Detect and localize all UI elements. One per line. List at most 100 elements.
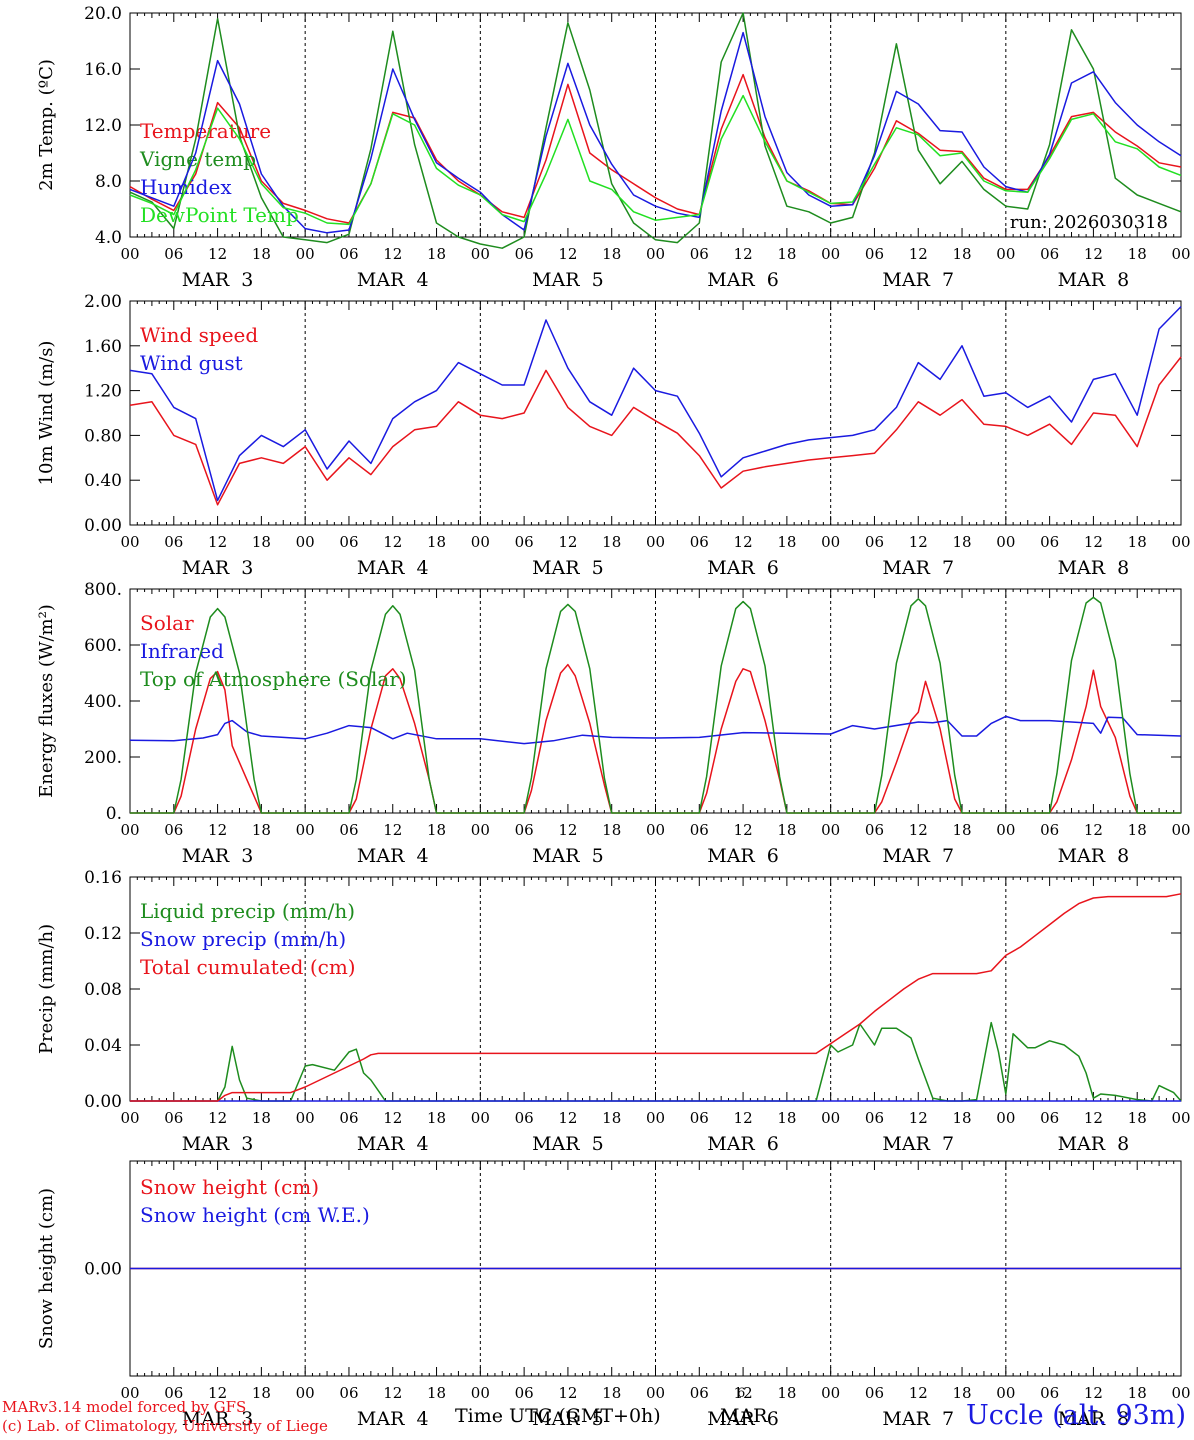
y-tick-label: 600. xyxy=(84,636,122,656)
hour-label: 18 xyxy=(952,1109,971,1127)
day-label: MAR 5 xyxy=(532,269,604,291)
hour-label: 00 xyxy=(646,533,665,551)
day-label: MAR 6 xyxy=(707,269,779,291)
day-label: MAR 4 xyxy=(357,557,429,579)
hour-label: 18 xyxy=(1128,1109,1147,1127)
legend-entry: Infrared xyxy=(140,639,224,663)
hour-label: 00 xyxy=(821,533,840,551)
day-label: MAR 5 xyxy=(532,1133,604,1155)
legend-entry: Humidex xyxy=(140,175,232,199)
hour-label: 12 xyxy=(558,1109,577,1127)
hour-label: 06 xyxy=(690,821,709,839)
hour-label: 06 xyxy=(515,245,534,263)
hour-label: 00 xyxy=(471,1384,490,1402)
hour-label: 18 xyxy=(252,533,271,551)
hour-label: 18 xyxy=(1128,1384,1147,1402)
y-tick-label: 0.00 xyxy=(84,1092,122,1112)
series-line xyxy=(129,31,1182,234)
day-label: MAR 8 xyxy=(1058,845,1130,867)
hour-label: 00 xyxy=(471,533,490,551)
y-tick-label: 0.12 xyxy=(84,924,122,944)
hour-label: 00 xyxy=(996,1384,1015,1402)
hour-label: 00 xyxy=(296,1109,315,1127)
hour-label: 06 xyxy=(339,1109,358,1127)
legend-entry: Snow precip (mm/h) xyxy=(140,927,346,951)
model-line: MARv3.14 model forced by GFS xyxy=(2,1398,247,1416)
hour-label: 12 xyxy=(208,1109,227,1127)
day-label: MAR 7 xyxy=(882,1133,954,1155)
hour-label: 00 xyxy=(296,1384,315,1402)
hour-label: 06 xyxy=(164,821,183,839)
day-label: MAR 6 xyxy=(707,845,779,867)
day-label: MAR 8 xyxy=(1058,269,1130,291)
hour-label: 12 xyxy=(1084,245,1103,263)
hour-label: 00 xyxy=(646,245,665,263)
legend-entry: Wind speed xyxy=(140,323,258,347)
hour-label: 12 xyxy=(734,821,753,839)
hour-label: 18 xyxy=(252,1109,271,1127)
hour-label: 12 xyxy=(1084,533,1103,551)
hour-label: 00 xyxy=(821,821,840,839)
hour-label: 06 xyxy=(164,1109,183,1127)
hour-label: 18 xyxy=(1128,533,1147,551)
hour-label: 00 xyxy=(1171,1109,1190,1127)
hour-label: 00 xyxy=(296,821,315,839)
hour-label: 18 xyxy=(252,245,271,263)
series-line xyxy=(129,94,1182,226)
day-label: MAR 8 xyxy=(1058,1408,1130,1430)
day-label: MAR 6 xyxy=(707,1133,779,1155)
hour-label: 18 xyxy=(952,245,971,263)
hour-label: 00 xyxy=(996,1109,1015,1127)
day-label: MAR 7 xyxy=(882,845,954,867)
hour-label: 18 xyxy=(427,1109,446,1127)
hour-label: 18 xyxy=(427,533,446,551)
hour-label: 12 xyxy=(383,821,402,839)
hour-label: 06 xyxy=(164,245,183,263)
y-tick-label: 0.08 xyxy=(84,980,122,1000)
hour-label: 18 xyxy=(252,1384,271,1402)
hour-label: 12 xyxy=(558,1384,577,1402)
legend-entry: Solar xyxy=(140,611,194,635)
day-label: MAR 5 xyxy=(532,1408,604,1430)
day-label: MAR 8 xyxy=(1058,1133,1130,1155)
y-tick-label: 0.00 xyxy=(84,516,122,536)
hour-label: 12 xyxy=(909,245,928,263)
day-label: MAR 3 xyxy=(182,1133,254,1155)
y-axis-label: 10m Wind (m/s) xyxy=(36,341,57,486)
legend-entry: Liquid precip (mm/h) xyxy=(140,899,355,923)
hour-label: 06 xyxy=(865,1384,884,1402)
hour-label: 12 xyxy=(383,245,402,263)
hour-label: 18 xyxy=(602,1384,621,1402)
hour-label: 06 xyxy=(1040,533,1059,551)
series-line xyxy=(130,893,1182,1102)
y-tick-label: 0. xyxy=(106,804,122,824)
series-line xyxy=(130,596,1181,814)
hour-label: 06 xyxy=(690,533,709,551)
hour-label: 06 xyxy=(1040,245,1059,263)
y-tick-label: 800. xyxy=(84,580,122,600)
hour-label: 06 xyxy=(1040,1109,1059,1127)
day-label: MAR 6 xyxy=(707,557,779,579)
hour-label: 00 xyxy=(296,533,315,551)
hour-label: 06 xyxy=(339,821,358,839)
hour-label: 00 xyxy=(646,1109,665,1127)
y-axis-label: 2m Temp. (ºC) xyxy=(36,59,57,191)
hour-label: 12 xyxy=(734,1109,753,1127)
hour-label: 18 xyxy=(602,821,621,839)
hour-label: 00 xyxy=(996,821,1015,839)
y-tick-label: 16.0 xyxy=(84,60,122,80)
footer-credits: MARv3.14 model forced by GFS (c) Lab. of… xyxy=(2,1398,328,1436)
y-axis-label: Precip (mm/h) xyxy=(36,924,57,1054)
hour-label: 18 xyxy=(1128,245,1147,263)
hour-label: 18 xyxy=(1128,821,1147,839)
hour-label: 00 xyxy=(296,245,315,263)
hour-label: 18 xyxy=(952,1384,971,1402)
y-tick-label: 400. xyxy=(84,692,122,712)
day-label: MAR 3 xyxy=(182,845,254,867)
hour-label: 12 xyxy=(558,821,577,839)
center-day-label: 6 xyxy=(737,1386,746,1401)
hour-label: 12 xyxy=(734,1384,753,1402)
legend-entry: Top of Atmosphere (Solar) xyxy=(140,667,407,691)
hour-label: 06 xyxy=(515,821,534,839)
